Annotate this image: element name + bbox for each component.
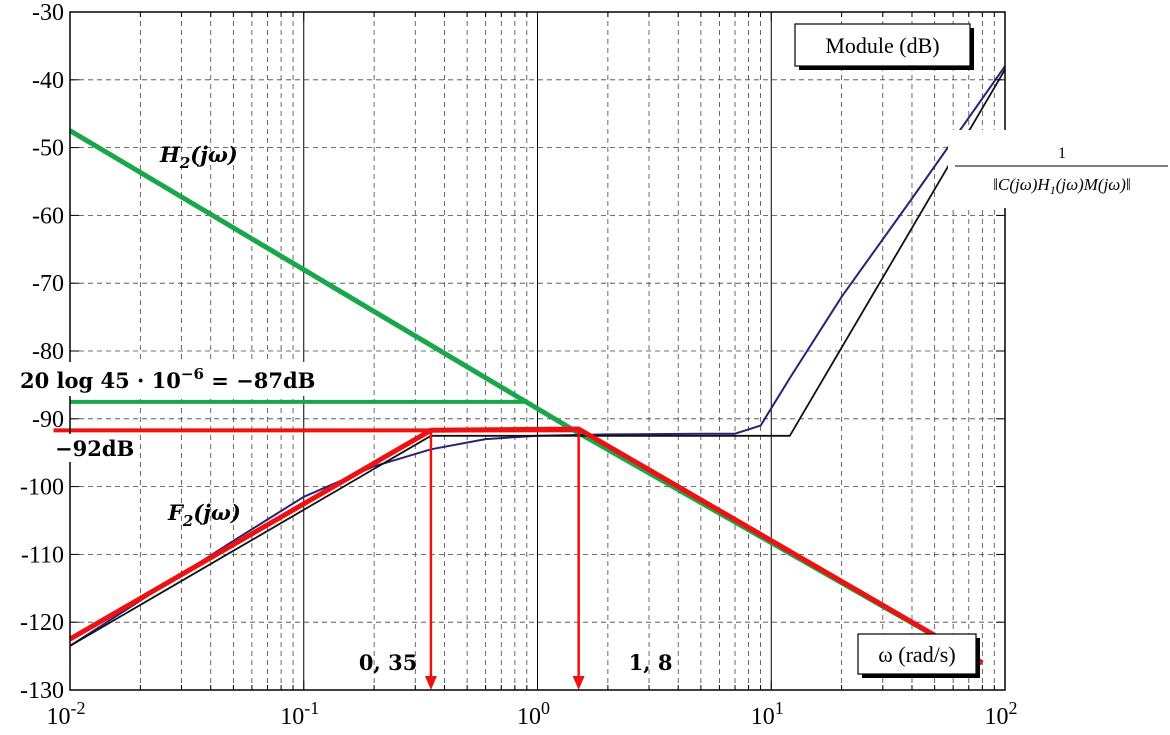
arrow-head: [572, 676, 585, 690]
series-line-3: [69, 69, 1006, 647]
y-tick-label: -50: [32, 136, 64, 162]
series-label-h2: H2(jω): [159, 142, 238, 172]
series-line-1: [68, 426, 984, 666]
chart-labels: -30-40-50-60-70-80-90-100-110-120-13010-…: [15, 0, 1170, 730]
xlabel-box: [857, 633, 977, 675]
grid-lines: [70, 12, 1005, 690]
arrow-label: 1, 8: [629, 650, 673, 675]
y-tick-label: -130: [20, 678, 64, 704]
y-tick-label: -60: [32, 203, 64, 229]
y-tick-label: -120: [20, 610, 64, 636]
right-label-denominator: ‖C(jω)H1(jω)M(jω)‖: [993, 175, 1130, 197]
y-tick-label: -40: [32, 68, 64, 94]
y-tick-label: -80: [32, 339, 64, 365]
axis-ticks: [69, 11, 1005, 691]
y-tick-label: -110: [21, 542, 64, 568]
ylabel-box: [794, 23, 971, 67]
y-tick-label: -100: [20, 475, 64, 501]
db92-bg: [52, 434, 136, 462]
x-tick-label: 100: [517, 698, 550, 730]
arrow-head: [424, 676, 437, 690]
series-label-f2: F2(jω): [167, 500, 241, 530]
y-tick-label: -30: [32, 0, 64, 26]
y-tick-label: -70: [32, 271, 64, 297]
db92-annotation: −92dB: [55, 436, 134, 461]
eq87-bg: [15, 362, 345, 396]
x-tick-label: 10-2: [47, 698, 86, 730]
x-tick-label: 102: [985, 698, 1018, 730]
y-tick-label: -90: [32, 407, 64, 433]
arrow-label: 0, 35: [359, 650, 417, 675]
series-line-2: [69, 65, 1006, 647]
right-label-numerator: 1: [1058, 145, 1066, 162]
eq87-annotation: 20 log 45 · 10−6 = −87dB: [20, 365, 315, 393]
x-tick-label: 10-1: [280, 698, 319, 730]
x-tick-label: 101: [751, 698, 784, 730]
xlabel-box-text: ω (rad/s): [878, 642, 955, 667]
right-label-bg: [948, 130, 1170, 208]
series-layer: [53, 65, 1006, 690]
ylabel-box-text: Module (dB): [825, 33, 939, 58]
